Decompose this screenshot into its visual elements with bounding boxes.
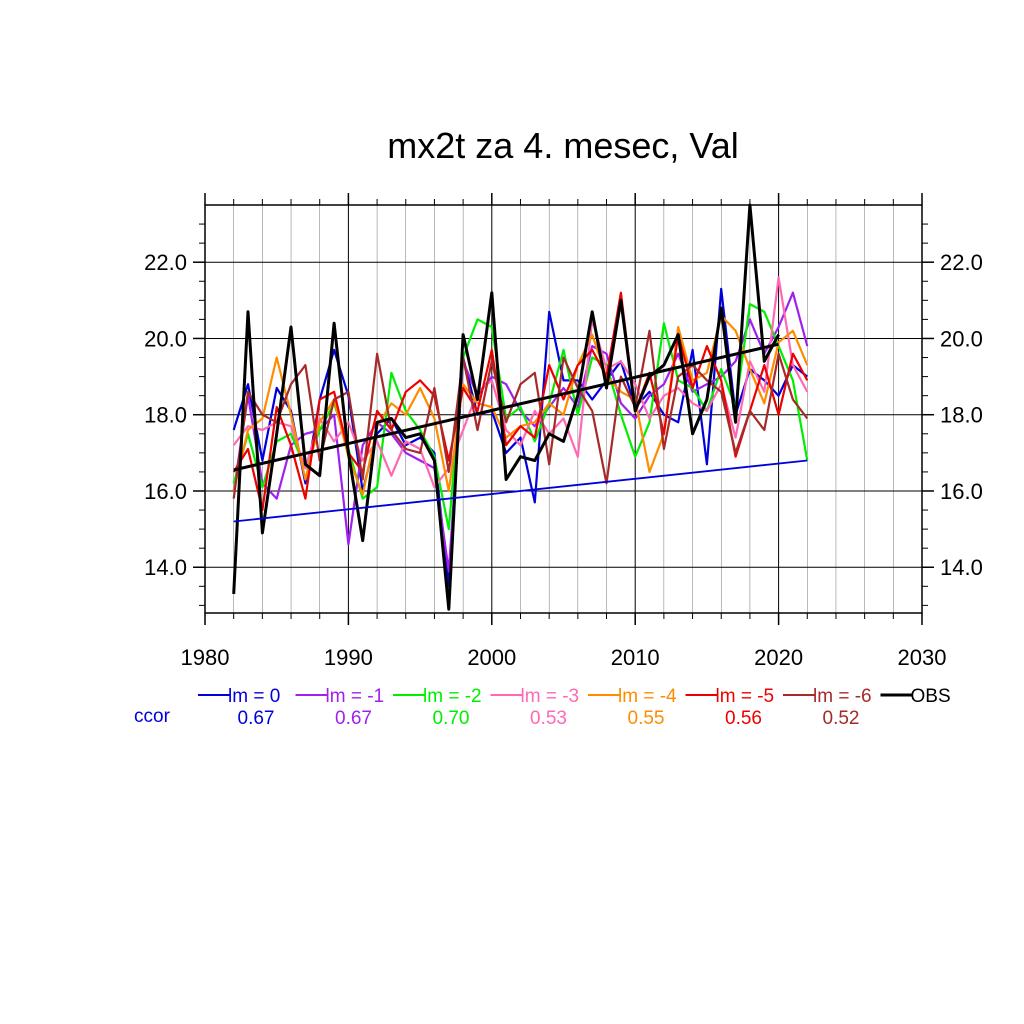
axes: 1980 1990 2000 2010 2020 2030 14.0 14.0 16.0 16.0… xyxy=(144,193,983,670)
legend-ccor-value: 0.67 xyxy=(335,708,372,729)
trend-lines xyxy=(233,342,808,523)
y-tick-label-right: 22.0 xyxy=(940,250,983,275)
trend-line-obs xyxy=(233,342,779,472)
series-lines xyxy=(232,203,809,611)
y-tick-label-left: 16.0 xyxy=(144,479,187,504)
legend-label: lm = -2 xyxy=(423,686,482,707)
series-line-lm-6 xyxy=(232,329,809,499)
x-tick-label: 1980 xyxy=(181,645,230,670)
legend-label: lm = 0 xyxy=(228,686,280,707)
series-line-lm-5 xyxy=(232,291,809,512)
legend-ccor-value: 0.55 xyxy=(628,708,665,729)
legend-label: OBS xyxy=(911,686,951,707)
y-tick-label-left: 22.0 xyxy=(144,250,187,275)
y-tick-label-right: 18.0 xyxy=(940,403,983,428)
legend-ccor-value: 0.70 xyxy=(433,708,470,729)
y-tick-label-right: 14.0 xyxy=(940,555,983,580)
plot-frame xyxy=(204,204,923,614)
ccor-label: ccor xyxy=(134,706,171,727)
x-tick-label: 1990 xyxy=(324,645,373,670)
y-tick-label-right: 16.0 xyxy=(940,479,983,504)
x-tick-label: 2000 xyxy=(467,645,516,670)
legend-ccor-value: 0.53 xyxy=(530,708,567,729)
y-tick-label-left: 18.0 xyxy=(144,403,187,428)
legend-label: lm = -5 xyxy=(716,686,775,707)
legend-ccor-value: 0.52 xyxy=(823,708,860,729)
y-tick-label-left: 14.0 xyxy=(144,555,187,580)
legend-ccor-value: 0.67 xyxy=(238,708,275,729)
legend-label: lm = -6 xyxy=(813,686,872,707)
series-line-lm-3 xyxy=(232,276,809,489)
x-tick-label: 2020 xyxy=(754,645,803,670)
legend-label: lm = -3 xyxy=(521,686,580,707)
trend-line-lm-0 xyxy=(233,459,808,523)
x-tick-label: 2030 xyxy=(898,645,947,670)
y-tick-label-right: 20.0 xyxy=(940,326,983,351)
series-line-lm-2 xyxy=(232,303,809,531)
x-tick-label: 2010 xyxy=(611,645,660,670)
legend-ccor-value: 0.56 xyxy=(725,708,762,729)
y-tick-label-left: 20.0 xyxy=(144,326,187,351)
legend-label: lm = -1 xyxy=(326,686,385,707)
legend-label: lm = -4 xyxy=(618,686,677,707)
series-line-obs xyxy=(232,203,780,611)
chart-title: mx2t za 4. mesec, Val xyxy=(387,125,738,166)
